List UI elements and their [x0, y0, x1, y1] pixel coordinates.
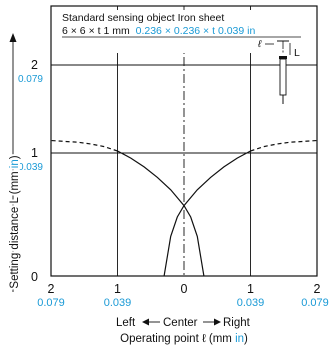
direction-left: Left	[116, 317, 136, 329]
diagram-label-l: ℓ	[257, 39, 262, 50]
y-tick-1-in: 0.039	[18, 162, 43, 173]
series-0-dashed-line	[250, 139, 317, 152]
x-tick-0: 0	[181, 282, 188, 296]
sensor-diagram: ℓ L	[257, 39, 300, 104]
series-1-solid-line	[117, 150, 205, 276]
x-tick-m1: 1	[114, 282, 121, 296]
y-tick-2-in: 0.079	[18, 74, 43, 85]
y-tick-0: 0	[31, 270, 38, 284]
x-axis-label-unit: in	[235, 333, 244, 345]
x-tick-m2: 2	[48, 282, 55, 296]
direction-center: Center	[163, 317, 198, 329]
curves	[51, 139, 317, 276]
subtitle-metric: 6 × 6 × t 1 mm	[62, 25, 130, 37]
direction-right-arrowhead	[214, 318, 221, 326]
diagram-sensor-body	[279, 58, 287, 96]
y-tick-1: 1	[31, 146, 38, 160]
y-tick-2: 2	[31, 58, 38, 72]
x-axis-label-prefix: Operating point ℓ (mm	[120, 333, 235, 345]
x-axis-label: Operating point ℓ (mm in)	[120, 333, 248, 345]
y-axis-label-unit: in	[9, 159, 21, 168]
diagram-sensor-head	[279, 56, 287, 59]
y-axis-label-prefix: Setting distance L (mm	[9, 168, 21, 288]
direction-left-arrowhead	[142, 318, 149, 326]
y-axis-label: Setting distance L (mm in)	[9, 155, 21, 288]
x-tick-m1-in: 0.039	[104, 297, 132, 309]
legend-box	[54, 10, 306, 53]
series-0-solid-line	[163, 150, 251, 276]
x-tick-1: 1	[247, 282, 254, 296]
x-tick-1-in: 0.039	[237, 297, 265, 309]
series-1-dashed-line	[51, 139, 118, 152]
x-tick-2-in: 0.079	[301, 297, 329, 309]
direction-right: Right	[223, 317, 251, 329]
subtitle-imperial: 0.236 × 0.236 × t 0.039 in	[136, 25, 256, 37]
y-axis-label-suffix: )	[9, 155, 21, 159]
diagram-label-L: L	[294, 47, 300, 59]
x-axis-label-suffix: )	[244, 333, 248, 345]
chart-subtitle: 6 × 6 × t 1 mm 0.236 × 0.236 × t 0.039 i…	[62, 25, 255, 37]
y-axis-arrowhead	[9, 33, 17, 42]
x-tick-m2-in: 0.079	[37, 297, 65, 309]
x-tick-2: 2	[314, 282, 321, 296]
chart-title: Standard sensing object Iron sheet	[62, 12, 224, 24]
